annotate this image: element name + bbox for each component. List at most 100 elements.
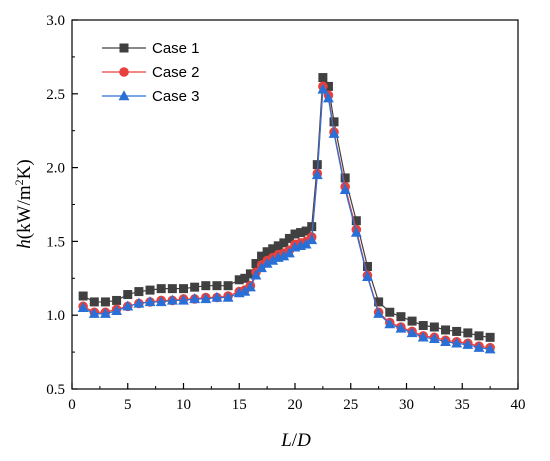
data-point (452, 326, 462, 336)
data-point (190, 282, 200, 292)
data-point (451, 337, 463, 348)
legend-label: Case 1 (152, 40, 200, 57)
data-point (296, 228, 306, 238)
data-point (406, 327, 418, 338)
data-point (373, 307, 385, 318)
series-1 (78, 73, 495, 342)
data-point (429, 322, 439, 332)
data-point (301, 226, 311, 236)
data-point (261, 257, 273, 268)
data-point (123, 290, 133, 300)
data-point (485, 332, 495, 342)
data-point (374, 297, 384, 307)
data-point (262, 247, 272, 257)
data-point (178, 294, 189, 305)
y-tick-label: 0.5 (46, 382, 65, 398)
x-tick-label: 20 (288, 397, 303, 413)
data-point (284, 247, 295, 258)
legend-label: Case 2 (152, 64, 200, 81)
x-tick-label: 30 (399, 397, 414, 413)
plot-layer (77, 73, 496, 354)
data-point (77, 302, 89, 313)
legend: Case 1 Case 2 Case 3 (102, 40, 200, 105)
data-point (278, 250, 290, 261)
data-point (133, 297, 145, 308)
data-point (323, 81, 333, 91)
y-tick-label: 2.5 (46, 87, 65, 103)
x-tick-label: 25 (343, 397, 358, 413)
data-point (100, 297, 110, 307)
data-point (396, 312, 406, 322)
data-point (318, 73, 328, 83)
data-point (212, 281, 222, 291)
data-point (417, 331, 429, 342)
data-point (441, 325, 451, 335)
legend-entry-2: Case 2 (102, 64, 200, 81)
data-point (311, 169, 323, 180)
data-point (440, 335, 451, 346)
data-point (211, 291, 223, 302)
data-point (179, 284, 188, 294)
x-tick-label: 0 (68, 397, 76, 413)
data-point (267, 254, 279, 265)
axes-layer: 0 5 10 15 20 25 30 35 40 0.5 1.0 1.5 2.0 2.5 3.0 (46, 13, 525, 413)
data-point (251, 259, 261, 269)
data-point (88, 307, 100, 318)
data-point (166, 294, 178, 305)
x-axis-label: L/D (280, 430, 311, 451)
data-point (307, 222, 317, 232)
data-point (340, 173, 350, 183)
data-point (385, 307, 395, 317)
data-point (167, 284, 177, 294)
legend-marker (119, 43, 129, 53)
x-tick-label: 5 (124, 397, 132, 413)
data-point (428, 333, 440, 344)
y-tick-label: 2.0 (46, 161, 65, 177)
series-3 (77, 83, 496, 354)
legend-entry-1: Case 1 (102, 40, 200, 57)
legend-marker (118, 90, 130, 101)
legend-label: Case 3 (152, 88, 200, 105)
data-point (122, 300, 134, 311)
data-point (222, 291, 234, 302)
data-point (273, 241, 283, 251)
data-point (155, 296, 167, 307)
y-tick-label: 1.0 (46, 308, 65, 324)
data-point (418, 321, 428, 331)
data-point (189, 293, 201, 304)
data-point (328, 127, 340, 138)
data-point (306, 234, 318, 245)
data-point (89, 297, 99, 307)
data-point (300, 238, 312, 249)
data-point (284, 233, 294, 243)
data-point (484, 343, 496, 354)
data-point (362, 271, 373, 282)
data-point (112, 295, 122, 305)
data-point (250, 269, 262, 280)
y-tick-label: 1.5 (46, 234, 65, 250)
y-axis-label: h(kW/m2K) (12, 159, 35, 248)
data-point (201, 281, 211, 291)
data-point (245, 281, 256, 292)
data-point (317, 83, 329, 94)
data-point (78, 291, 88, 301)
data-point (339, 183, 351, 194)
y-tick-label: 3.0 (46, 13, 65, 29)
data-point (279, 238, 289, 248)
data-point (156, 284, 166, 294)
data-point (290, 229, 300, 239)
data-point (350, 226, 362, 237)
x-tick-label: 10 (176, 397, 191, 413)
data-point (223, 281, 233, 291)
data-point (245, 269, 255, 279)
data-point (145, 285, 155, 295)
data-point (240, 273, 250, 283)
data-point (256, 262, 267, 273)
legend-marker (119, 67, 129, 77)
legend-entry-3: Case 3 (102, 88, 200, 105)
x-tick-label: 40 (511, 397, 526, 413)
x-tick-label: 35 (455, 397, 470, 413)
data-point (257, 251, 267, 261)
